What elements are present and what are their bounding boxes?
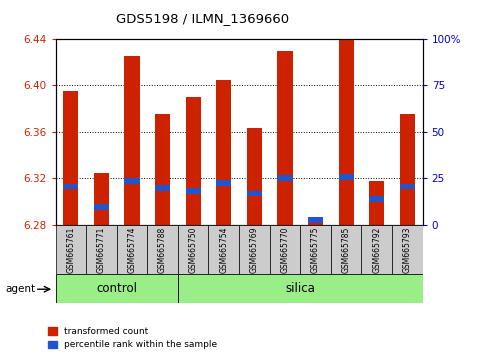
Bar xyxy=(247,129,262,225)
Bar xyxy=(56,225,86,274)
Text: GSM665775: GSM665775 xyxy=(311,226,320,273)
Bar xyxy=(369,196,384,202)
Bar xyxy=(185,97,201,225)
Bar xyxy=(56,274,178,303)
Bar xyxy=(239,225,270,274)
Text: GSM665785: GSM665785 xyxy=(341,226,351,273)
Bar xyxy=(209,225,239,274)
Text: agent: agent xyxy=(6,284,36,294)
Bar xyxy=(185,188,201,194)
Bar xyxy=(155,114,170,225)
Bar xyxy=(63,184,78,189)
Bar xyxy=(94,205,109,210)
Bar xyxy=(339,174,354,180)
Text: GSM665793: GSM665793 xyxy=(403,226,412,273)
Bar xyxy=(117,225,147,274)
Bar xyxy=(277,51,293,225)
Bar xyxy=(125,56,140,225)
Bar xyxy=(63,91,78,225)
Bar xyxy=(331,225,361,274)
Bar xyxy=(94,172,109,225)
Bar xyxy=(247,190,262,196)
Bar xyxy=(392,225,423,274)
Bar xyxy=(178,225,209,274)
Bar xyxy=(270,225,300,274)
Bar xyxy=(155,185,170,190)
Bar xyxy=(178,274,423,303)
Bar xyxy=(277,176,293,181)
Text: GSM665770: GSM665770 xyxy=(281,226,289,273)
Bar xyxy=(86,225,117,274)
Bar xyxy=(308,219,323,225)
Bar xyxy=(308,217,323,223)
Bar xyxy=(125,178,140,184)
Text: GSM665750: GSM665750 xyxy=(189,226,198,273)
Bar xyxy=(216,180,231,186)
Text: GSM665788: GSM665788 xyxy=(158,226,167,273)
Text: silica: silica xyxy=(285,282,315,295)
Text: GSM665761: GSM665761 xyxy=(66,226,75,273)
Text: GDS5198 / ILMN_1369660: GDS5198 / ILMN_1369660 xyxy=(116,12,289,25)
Bar xyxy=(339,39,354,225)
Text: GSM665769: GSM665769 xyxy=(250,226,259,273)
Text: GSM665774: GSM665774 xyxy=(128,226,137,273)
Text: control: control xyxy=(96,282,137,295)
Bar xyxy=(400,114,415,225)
Bar xyxy=(216,80,231,225)
Bar xyxy=(369,181,384,225)
Text: GSM665771: GSM665771 xyxy=(97,226,106,273)
Text: GSM665754: GSM665754 xyxy=(219,226,228,273)
Bar xyxy=(300,225,331,274)
Bar xyxy=(361,225,392,274)
Legend: transformed count, percentile rank within the sample: transformed count, percentile rank withi… xyxy=(48,327,217,349)
Text: GSM665792: GSM665792 xyxy=(372,226,381,273)
Bar xyxy=(400,184,415,189)
Bar xyxy=(147,225,178,274)
